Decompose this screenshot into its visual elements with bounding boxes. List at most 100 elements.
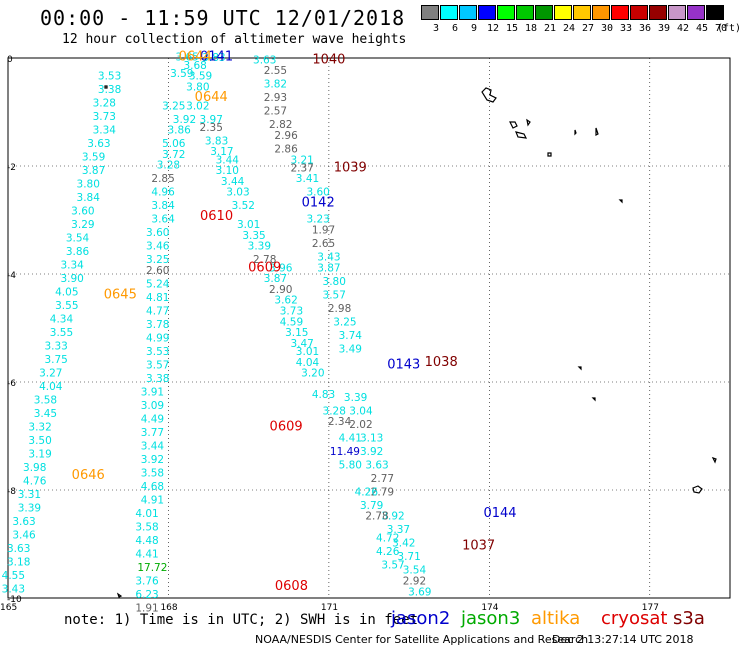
legend-swatch <box>440 5 458 20</box>
wave-height-reading: 3.63 <box>12 516 35 528</box>
footer-timestamp: Dec 2 13:27:14 UTC 2018 <box>552 633 694 646</box>
island-outline <box>116 592 123 598</box>
wave-height-reading: 3.84 <box>77 192 101 204</box>
longitude-label: 177 <box>642 603 659 613</box>
wave-height-reading: 3.18 <box>7 557 30 569</box>
pass-time-label: 0144 <box>483 506 516 521</box>
legend-label: 15 <box>505 23 519 34</box>
legend-swatch <box>497 5 515 20</box>
map-subtitle: 12 hour collection of altimeter wave hei… <box>62 32 407 47</box>
wave-height-reading: 2.78 <box>253 254 276 266</box>
wave-height-reading: 3.63 <box>253 54 276 66</box>
wave-height-reading: 3.04 <box>349 405 373 417</box>
wave-height-reading: 2.82 <box>269 119 292 131</box>
wave-height-reading: 4.26 <box>376 546 400 558</box>
wave-height-reading: 4.59 <box>280 316 303 328</box>
wave-height-reading: 2.34 <box>328 416 352 428</box>
legend-label: 45 <box>695 23 709 34</box>
wave-height-reading: 4.26 <box>355 486 379 498</box>
legend-label: 3 <box>432 23 440 34</box>
legend-swatch <box>592 5 610 20</box>
wave-height-reading: 3.58 <box>34 395 57 407</box>
wave-height-reading: 3.23 <box>306 214 329 226</box>
wave-height-reading: 3.25 <box>333 316 356 328</box>
wave-height-reading: 3.01 <box>237 219 260 231</box>
wave-height-reading: 3.74 <box>339 330 363 342</box>
legend-label: 30 <box>600 23 614 34</box>
latitude-label: -8 <box>7 487 16 497</box>
wave-height-reading: 3.90 <box>60 273 83 285</box>
wave-height-reading: 1.91 <box>135 603 158 615</box>
wave-height-reading: 3.41 <box>296 173 319 185</box>
pass-time-label: 0141 <box>200 50 233 65</box>
wave-height-reading: 3.34 <box>60 260 84 272</box>
wave-height-reading: 2.78 <box>365 511 388 523</box>
pass-time-label: 1038 <box>425 355 458 370</box>
wave-height-reading: 3.87 <box>264 273 287 285</box>
wave-height-reading: 3.47 <box>290 338 313 350</box>
satellite-name: s3a <box>673 608 705 629</box>
island-outline <box>577 366 582 371</box>
legend-label: 12 <box>486 23 500 34</box>
wave-height-reading: 3.69 <box>408 586 431 598</box>
wave-height-reading: 4.48 <box>135 535 158 547</box>
legend-swatch <box>649 5 667 20</box>
wave-height-reading: 3.01 <box>296 346 319 358</box>
legend-label: 33 <box>619 23 633 34</box>
wave-height-reading: 3.46 <box>146 241 170 253</box>
legend-swatch <box>421 5 439 20</box>
wave-height-reading: 4.05 <box>55 287 78 299</box>
wave-height-reading: 4.77 <box>146 306 169 318</box>
pass-time-label: 1040 <box>312 52 345 67</box>
map-title: 00:00 - 11:59 UTC 12/01/2018 <box>40 6 406 30</box>
legend-swatch <box>668 5 686 20</box>
island-outline <box>591 397 596 402</box>
wave-height-reading: 3.31 <box>18 489 41 501</box>
wave-height-reading: 3.03 <box>226 187 249 199</box>
wave-height-reading: 3.65 <box>175 52 198 64</box>
longitude-label: 174 <box>481 603 498 613</box>
satellite-name: jason3 <box>461 608 521 629</box>
wave-height-reading: 2.60 <box>146 265 169 277</box>
pass-time-label: 0609 <box>248 260 281 275</box>
pass-time-label: 0645 <box>104 287 137 302</box>
wave-height-reading: 3.44 <box>141 441 165 453</box>
wave-height-reading: 2.55 <box>264 65 287 77</box>
wave-height-reading: 4.04 <box>39 381 63 393</box>
wave-height-reading: 4.83 <box>312 389 335 401</box>
wave-height-reading: 3.54 <box>66 233 90 245</box>
wave-height-reading: 3.76 <box>135 576 159 588</box>
wave-height-reading: 3.87 <box>317 262 340 274</box>
island-outline <box>692 485 703 494</box>
latitude-label: -6 <box>7 379 16 389</box>
wave-height-reading: 3.80 <box>186 81 209 93</box>
legend-label: 18 <box>524 23 538 34</box>
pass-time-label: 0609 <box>270 420 303 435</box>
wave-height-reading: 1.97 <box>312 225 335 237</box>
longitude-label: 168 <box>160 603 177 613</box>
wave-height-reading: 3.28 <box>93 98 116 110</box>
wave-height-reading: 3.57 <box>146 360 169 372</box>
pass-time-label: 0143 <box>387 358 420 373</box>
island-outline <box>526 118 531 127</box>
wave-height-reading: 3.98 <box>23 462 46 474</box>
wave-height-reading: 3.55 <box>55 300 78 312</box>
wave-height-reading: 2.35 <box>200 122 223 134</box>
pass-time-label: 1037 <box>462 538 495 553</box>
wave-height-reading: 4.76 <box>23 476 47 488</box>
wave-height-reading: 3.63 <box>87 138 110 150</box>
island-outline <box>515 131 528 139</box>
wave-height-reading: 2.02 <box>349 419 372 431</box>
wave-height-reading: 3.97 <box>200 114 223 126</box>
legend-label: 24 <box>562 23 576 34</box>
pass-time-label: 0646 <box>72 468 105 483</box>
wave-height-reading: 3.53 <box>98 71 121 83</box>
wave-height-reading: 3.60 <box>71 206 94 218</box>
wave-height-reading: 5.06 <box>162 138 186 150</box>
wave-height-reading: 3.59 <box>82 152 105 164</box>
wave-height-reading: 4.96 <box>151 187 175 199</box>
wave-height-reading: 3.39 <box>248 241 271 253</box>
latitude-label: -4 <box>7 271 16 281</box>
latitude-label: -10 <box>7 595 22 605</box>
wave-height-reading: 3.34 <box>93 125 117 137</box>
